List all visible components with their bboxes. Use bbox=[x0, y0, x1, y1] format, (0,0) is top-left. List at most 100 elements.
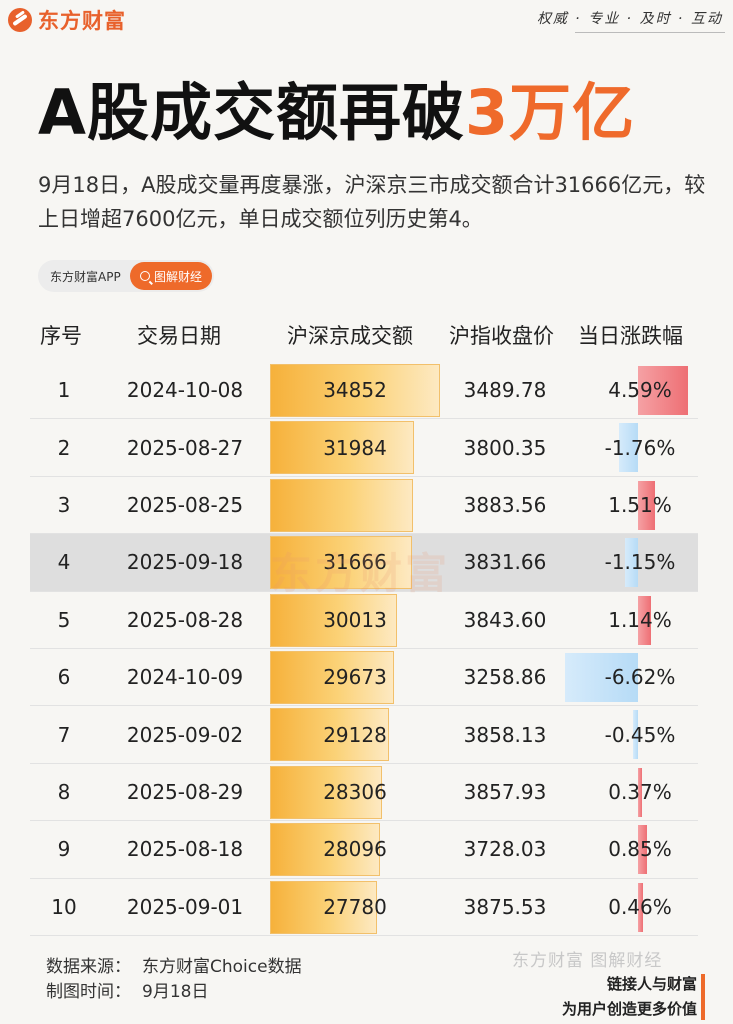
pct-cell: -0.45% bbox=[604, 722, 676, 747]
date-cell: 2025-09-18 bbox=[126, 550, 244, 575]
date-cell: 2025-08-27 bbox=[126, 435, 244, 460]
pct-bar bbox=[638, 825, 648, 875]
date-cell: 2025-08-29 bbox=[126, 779, 244, 804]
volume-cell: 27780 bbox=[323, 894, 387, 919]
table-row: 3 2025-08-25 3883.56 1.51% bbox=[30, 477, 698, 535]
pct-bar bbox=[565, 652, 638, 702]
rank-cell: 5 bbox=[57, 607, 71, 632]
volume-bar bbox=[270, 708, 389, 762]
pct-cell: 4.59% bbox=[608, 378, 672, 403]
search-icon bbox=[139, 271, 150, 281]
date-cell: 2025-09-02 bbox=[126, 722, 244, 747]
header-volume: 沪深京成交额 bbox=[287, 324, 413, 348]
motto-line-1: 链接人与财富 bbox=[606, 975, 697, 993]
close-cell: 3728.03 bbox=[463, 837, 547, 862]
time-value: 9月18日 bbox=[142, 982, 209, 1002]
volume-cell: 31984 bbox=[323, 435, 387, 460]
header-pct: 当日涨跌幅 bbox=[578, 324, 683, 348]
description: 9月18日，A股成交量再度暴涨，沪深京三市成交额合计31666亿元，较上日增超7… bbox=[38, 173, 706, 231]
tag-pill-tujie[interactable]: 图解财经 bbox=[130, 262, 212, 290]
pct-bar bbox=[638, 595, 651, 645]
pct-cell: 0.85% bbox=[608, 837, 672, 862]
headline: A股成交额再破3万亿 bbox=[38, 62, 635, 152]
date-cell: 2025-09-01 bbox=[126, 894, 244, 919]
rank-cell: 6 bbox=[57, 665, 71, 690]
volume-cell: 31666 bbox=[323, 550, 387, 575]
table-row: 8 2025-08-29 28306 3857.93 0.37% bbox=[30, 764, 698, 822]
tag-row: 东方财富APP 图解财经 bbox=[38, 260, 214, 292]
pct-cell: 1.51% bbox=[608, 492, 672, 517]
footer-watermark: 东方财富 图解财经 bbox=[512, 951, 663, 971]
date-cell: 2024-10-09 bbox=[126, 665, 244, 690]
rank-cell: 8 bbox=[57, 779, 71, 804]
volume-bar bbox=[270, 765, 382, 819]
volume-bar bbox=[270, 536, 412, 590]
table-row: 9 2025-08-18 28096 3728.03 0.85% bbox=[30, 821, 698, 879]
volume-bar bbox=[270, 478, 413, 532]
rank-cell: 10 bbox=[51, 894, 77, 919]
close-cell: 3883.56 bbox=[463, 492, 547, 517]
brand-slogan: 权威 · 专业 · 及时 · 互动 bbox=[536, 11, 723, 27]
footer-motto: 链接人与财富 为用户创造更多价值 bbox=[562, 972, 697, 1022]
pct-cell: 0.46% bbox=[608, 894, 672, 919]
date-cell: 2024-10-08 bbox=[126, 378, 244, 403]
header-close: 沪指收盘价 bbox=[449, 324, 554, 348]
ranking-table: 1 2024-10-08 34852 3489.78 4.59% 2 2025-08-27 3… bbox=[30, 362, 698, 936]
rank-cell: 7 bbox=[57, 722, 71, 747]
headline-accent: 3万亿 bbox=[464, 76, 636, 149]
pct-cell: -6.62% bbox=[604, 665, 676, 690]
close-cell: 3800.35 bbox=[463, 435, 547, 460]
rank-cell: 4 bbox=[57, 550, 71, 575]
rank-cell: 9 bbox=[57, 837, 71, 862]
table-row: 5 2025-08-28 30013 3843.60 1.14% bbox=[30, 592, 698, 649]
pct-cell: 0.37% bbox=[608, 779, 672, 804]
table-row: 10 2025-09-01 27780 3875.53 0.46% bbox=[30, 879, 698, 936]
pct-bar bbox=[638, 480, 655, 530]
volume-bar bbox=[270, 421, 415, 475]
close-cell: 3857.93 bbox=[463, 779, 547, 804]
close-cell: 3875.53 bbox=[463, 894, 547, 919]
pct-bar bbox=[618, 423, 638, 473]
close-cell: 3258.86 bbox=[463, 665, 547, 690]
tag-app: 东方财富APP bbox=[50, 269, 121, 284]
rank-cell: 2 bbox=[57, 435, 71, 460]
table-row: 4 2025-09-18 31666 3831.66 -1.15% bbox=[30, 534, 698, 592]
header-date: 交易日期 bbox=[137, 324, 221, 348]
logo-text: 东方财富 bbox=[38, 9, 126, 33]
table-row: 7 2025-09-02 29128 3858.13 -0.45% bbox=[30, 706, 698, 764]
volume-cell: 28096 bbox=[323, 837, 387, 862]
pct-cell: -1.15% bbox=[604, 550, 676, 575]
table-header: 序号 交易日期 沪深京成交额 沪指收盘价 当日涨跌幅 bbox=[0, 312, 733, 352]
pct-bar bbox=[638, 882, 644, 932]
brand-logo: 东方财富 bbox=[8, 5, 126, 35]
header-rank: 序号 bbox=[40, 324, 82, 348]
volume-bar bbox=[270, 364, 440, 417]
volume-bar bbox=[270, 880, 377, 934]
motto-line-2: 为用户创造更多价值 bbox=[561, 1000, 697, 1018]
volume-bar bbox=[270, 593, 397, 647]
close-cell: 3858.13 bbox=[463, 722, 547, 747]
close-cell: 3831.66 bbox=[463, 550, 547, 575]
pct-cell: -1.76% bbox=[604, 435, 676, 460]
table-row: 1 2024-10-08 34852 3489.78 4.59% bbox=[30, 362, 698, 420]
pct-cell: 1.14% bbox=[608, 607, 672, 632]
pct-bar bbox=[625, 538, 638, 588]
date-cell: 2025-08-28 bbox=[126, 607, 244, 632]
time-label: 制图时间： bbox=[46, 982, 131, 1002]
top-bar: 东方财富 权威 · 专业 · 及时 · 互动 bbox=[0, 0, 733, 40]
volume-cell: 30013 bbox=[323, 607, 387, 632]
footer-source: 数据来源： 东方财富Choice数据 制图时间： 9月18日 bbox=[46, 955, 302, 1005]
rank-cell: 1 bbox=[57, 378, 71, 403]
pct-bar bbox=[633, 710, 638, 760]
pct-bar bbox=[638, 366, 689, 415]
volume-cell: 34852 bbox=[323, 378, 387, 403]
volume-bar bbox=[270, 823, 380, 877]
date-cell: 2025-08-25 bbox=[126, 492, 244, 517]
volume-cell: 28306 bbox=[323, 779, 387, 804]
logo-mark-icon bbox=[8, 8, 32, 32]
source-value: 东方财富Choice数据 bbox=[142, 957, 302, 977]
close-cell: 3489.78 bbox=[463, 378, 547, 403]
table-row: 2 2025-08-27 31984 3800.35 -1.76% bbox=[30, 419, 698, 477]
source-label: 数据来源： bbox=[46, 957, 131, 977]
slogan-divider bbox=[575, 32, 725, 33]
